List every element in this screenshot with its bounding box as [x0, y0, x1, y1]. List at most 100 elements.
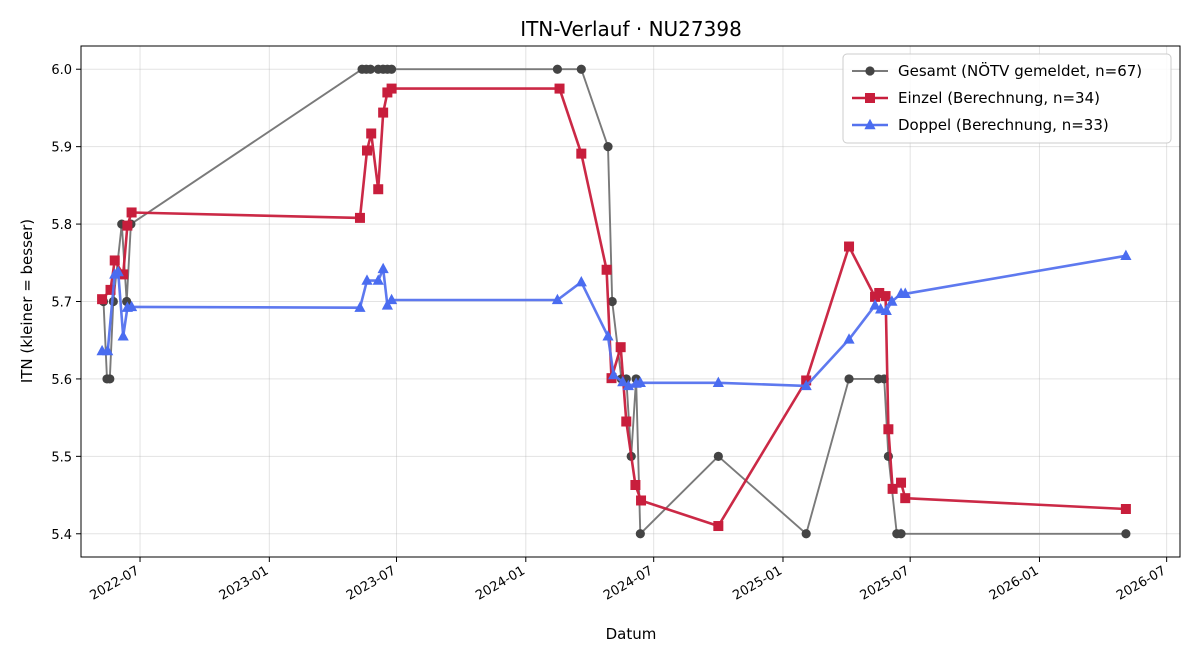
data-point	[551, 293, 564, 305]
legend-item: Doppel (Berechnung, n=33)	[852, 116, 1109, 134]
data-point	[105, 374, 115, 384]
data-point	[365, 64, 376, 74]
data-point	[607, 296, 617, 307]
y-tick-label: 5.5	[51, 450, 72, 465]
data-point	[109, 255, 120, 266]
y-tick-label: 5.7	[51, 296, 72, 311]
data-point	[630, 479, 641, 490]
data-point	[122, 220, 133, 231]
data-point	[125, 300, 138, 312]
series-triangle	[96, 249, 1132, 391]
data-point	[601, 264, 612, 275]
legend-label: Doppel (Berechnung, n=33)	[898, 116, 1109, 134]
data-point	[844, 241, 855, 252]
data-point	[1120, 249, 1132, 261]
data-point	[713, 451, 723, 461]
x-tick-label: 2024-01	[473, 563, 528, 603]
data-point	[576, 148, 587, 159]
data-point	[117, 330, 129, 341]
data-point	[634, 376, 646, 387]
x-tick-label: 2026-01	[987, 563, 1042, 603]
x-tick-label: 2024-07	[601, 563, 656, 603]
data-point	[801, 529, 811, 539]
legend-label: Einzel (Berechnung, n=34)	[898, 89, 1100, 107]
data-point	[896, 477, 907, 488]
data-point	[354, 301, 366, 312]
data-point	[874, 287, 885, 298]
data-point	[552, 64, 563, 74]
data-point	[378, 107, 389, 118]
data-point	[843, 333, 855, 344]
data-point	[603, 142, 613, 152]
y-tick-label: 5.6	[51, 373, 72, 388]
legend-label: Gesamt (NÖTV gemeldet, n=67)	[898, 61, 1142, 80]
data-point	[712, 376, 724, 387]
legend: Gesamt (NÖTV gemeldet, n=67) Einzel (Bere…	[842, 53, 1172, 144]
data-point	[554, 83, 565, 94]
data-point	[361, 274, 373, 285]
data-point	[126, 207, 137, 218]
x-tick-label: 2023-01	[217, 563, 272, 603]
data-point	[869, 299, 881, 310]
data-point	[883, 424, 894, 435]
data-point	[713, 521, 724, 532]
y-tick-label: 5.4	[51, 528, 72, 543]
data-point	[635, 529, 645, 539]
data-point	[377, 262, 389, 274]
data-point	[880, 291, 891, 302]
data-point	[880, 304, 892, 315]
data-point	[386, 64, 397, 74]
legend-swatch-marker	[865, 93, 875, 103]
data-point	[386, 83, 397, 94]
legend-item: Gesamt (NÖTV gemeldet, n=67)	[852, 61, 1142, 80]
data-point	[361, 145, 372, 156]
x-tick-label: 2022-07	[87, 563, 142, 603]
data-point	[118, 269, 129, 280]
grid-lines	[81, 46, 1180, 557]
x-axis-title: Datum	[606, 625, 657, 643]
data-point	[122, 296, 132, 307]
data-point	[372, 274, 384, 285]
series-layer	[96, 64, 1132, 539]
data-point	[385, 293, 398, 305]
y-axis-title: ITN (kleiner = besser)	[18, 219, 36, 383]
data-point	[886, 295, 898, 306]
data-point	[900, 493, 911, 504]
data-point	[615, 342, 626, 353]
data-point	[354, 212, 365, 223]
data-point	[617, 375, 629, 387]
series-line	[102, 68, 1126, 535]
y-tick-label: 5.9	[51, 141, 72, 156]
data-point	[621, 416, 632, 427]
data-point	[896, 529, 906, 539]
y-tick-label: 5.8	[51, 218, 72, 233]
legend-box	[842, 53, 1172, 144]
data-point	[373, 184, 384, 195]
data-point	[844, 374, 854, 384]
data-point	[1121, 529, 1131, 539]
y-tick-label: 6.0	[51, 63, 72, 78]
data-point	[105, 284, 116, 295]
data-point	[97, 294, 108, 305]
data-point	[366, 128, 377, 139]
chart-title: ITN-Verlauf · NU27398	[520, 17, 742, 41]
data-point	[381, 299, 393, 310]
data-point	[887, 483, 898, 494]
data-point	[602, 330, 614, 341]
data-point	[575, 275, 587, 287]
x-tick-label: 2023-07	[344, 563, 399, 603]
data-point	[636, 495, 647, 506]
data-point	[800, 379, 812, 391]
legend-item: Einzel (Berechnung, n=34)	[852, 89, 1100, 107]
legend-swatch-marker	[865, 66, 875, 76]
data-point	[112, 265, 124, 277]
data-point	[102, 344, 114, 356]
data-point	[1120, 503, 1131, 514]
x-tick-label: 2025-07	[858, 563, 913, 603]
data-point	[899, 287, 911, 298]
x-tick-label: 2025-01	[730, 563, 785, 603]
data-point	[608, 368, 620, 380]
data-point	[576, 64, 586, 74]
legend-swatch-marker	[864, 118, 876, 130]
